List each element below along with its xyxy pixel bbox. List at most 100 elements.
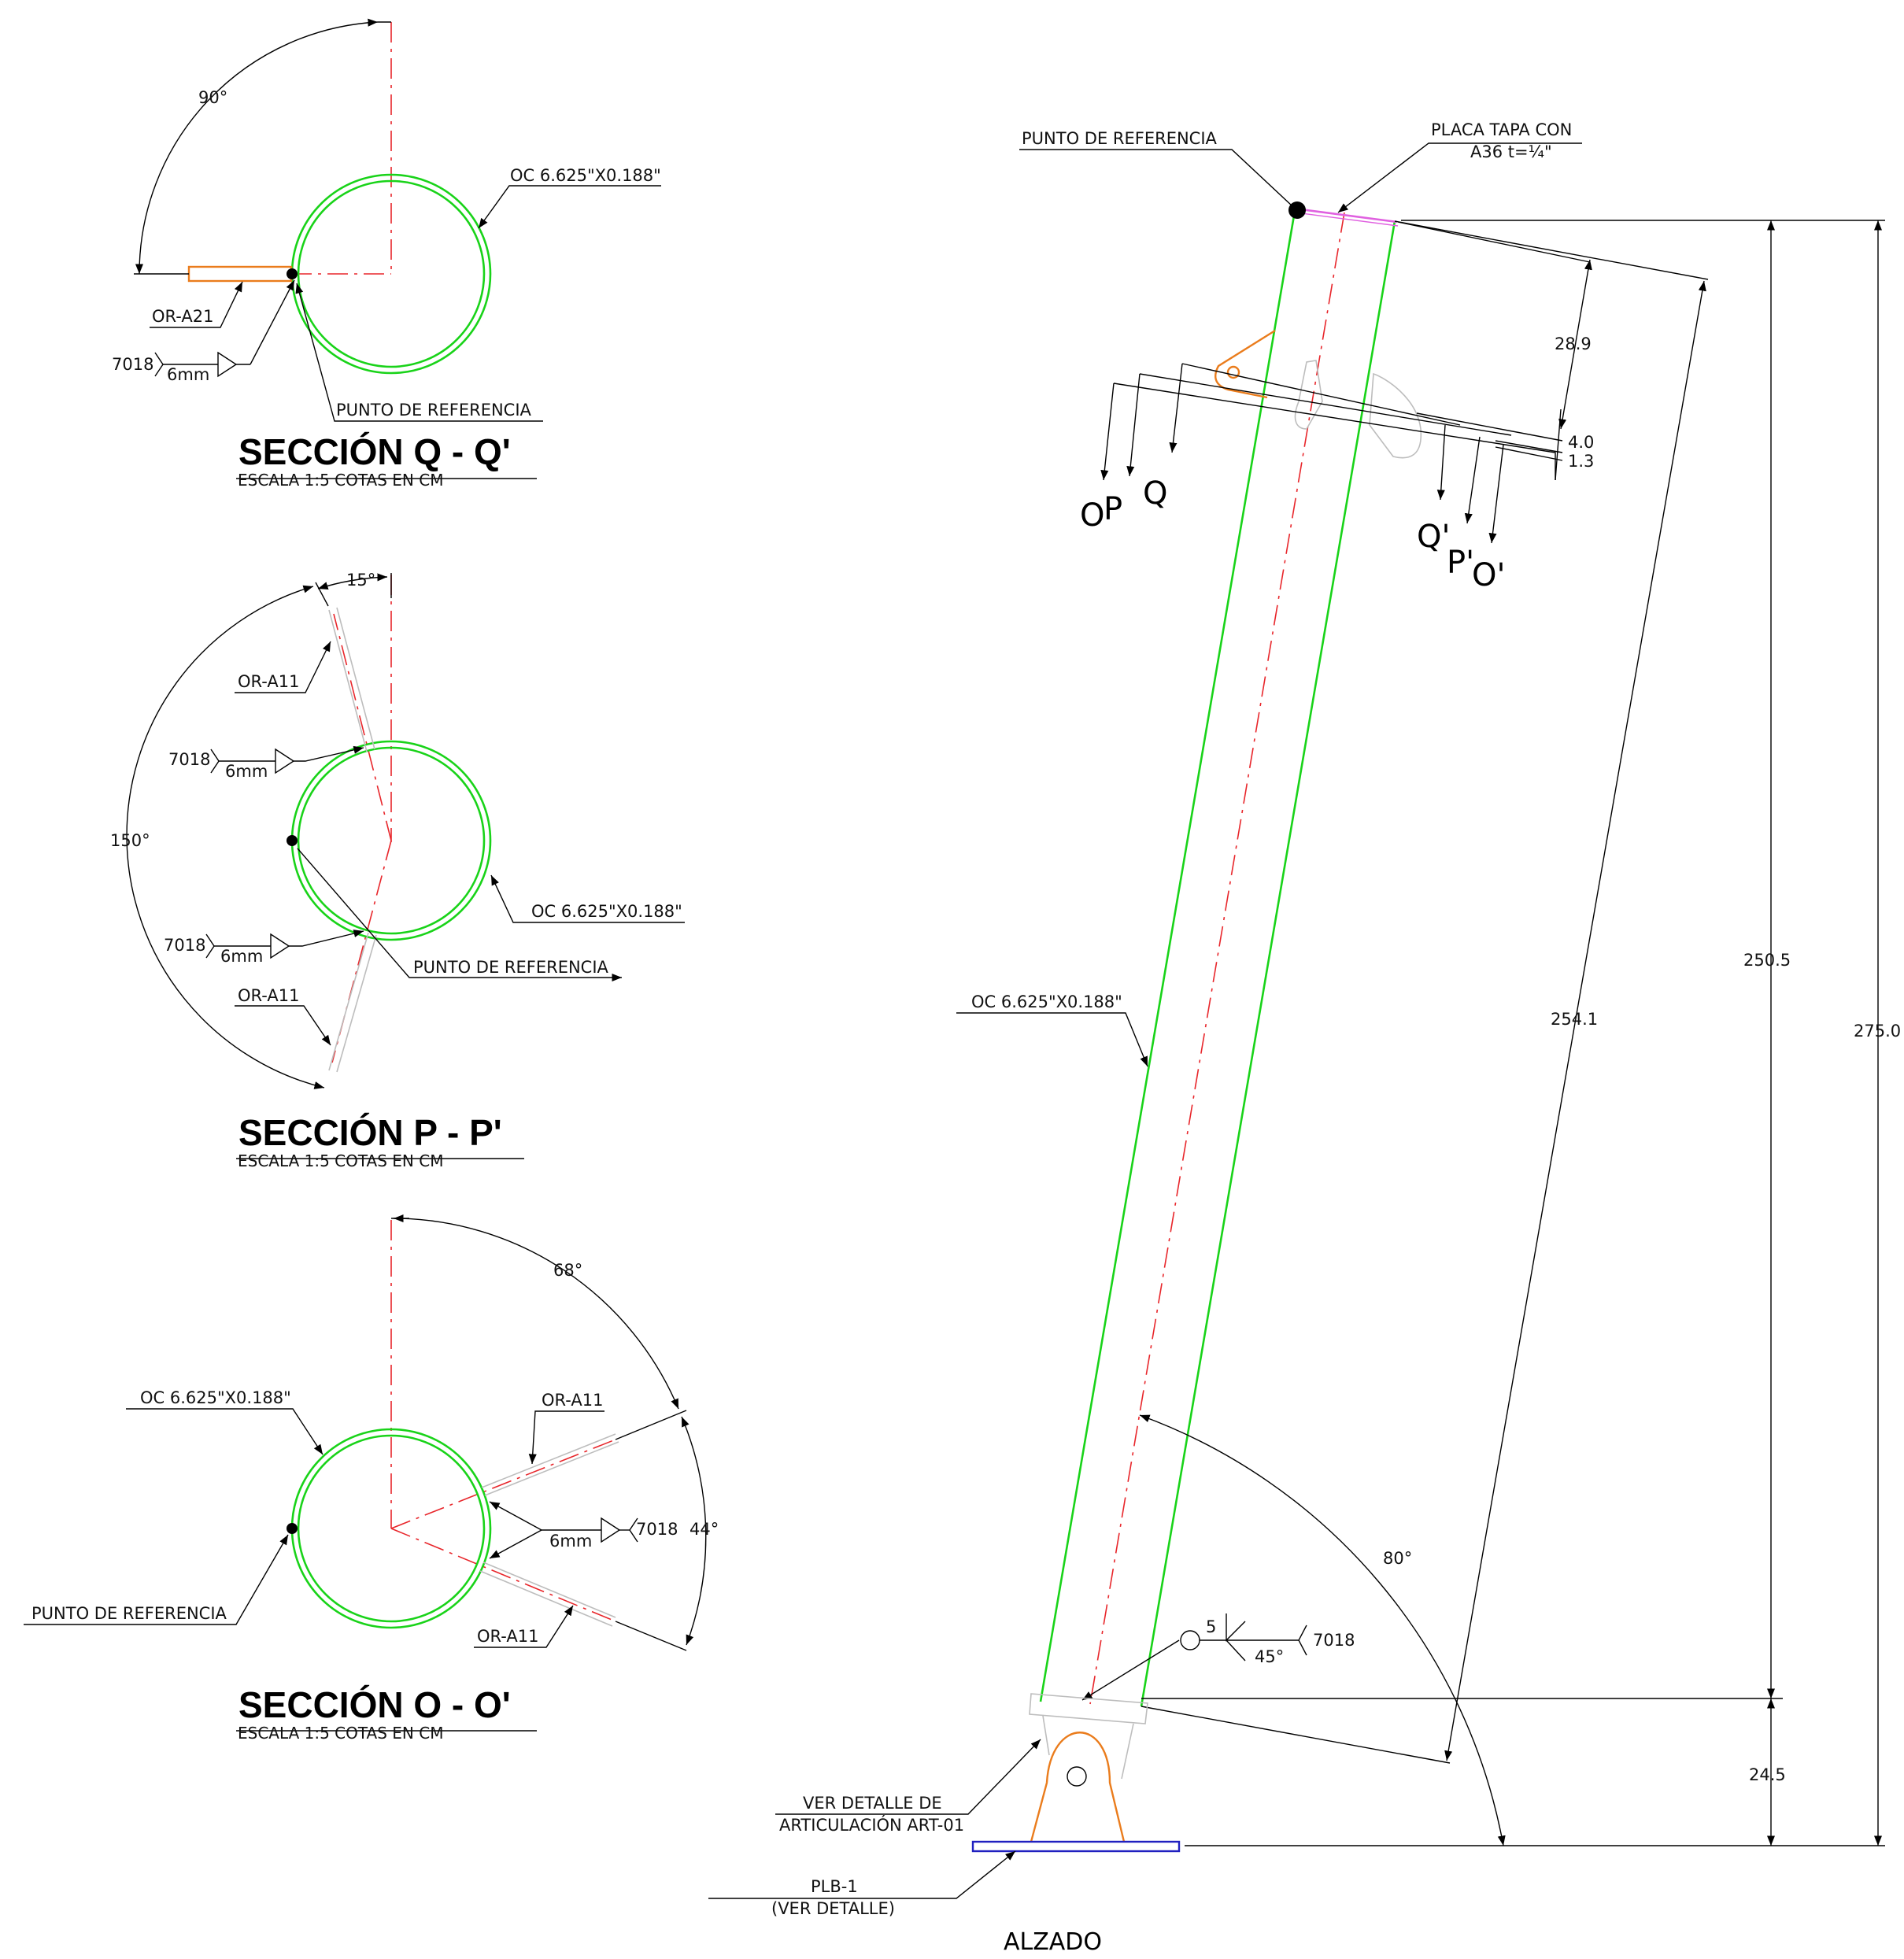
section-q-plate-leader: [150, 281, 243, 328]
elevation-hidden-left-leg: [1042, 1715, 1050, 1756]
elevation-weld-bevel-lower-icon: [1226, 1639, 1246, 1661]
elevation-weld-size: 5: [1206, 1617, 1216, 1636]
section-q-reference-dot: [287, 268, 298, 279]
elevation-view-title: ALZADO: [1004, 1928, 1102, 1956]
section-p-ref-leader: [297, 848, 622, 982]
section-o-angle-mid-arc: [681, 1416, 707, 1646]
elevation-detail-label-2: ARTICULACIÓN ART-01: [779, 1815, 964, 1835]
section-o-ext-lower: [615, 1621, 687, 1651]
elevation-dim-ext-cap: [1397, 221, 1591, 263]
elevation-weld-bevel-icon: [1226, 1613, 1246, 1642]
section-p-weld-bottom-fork-icon: [205, 933, 215, 959]
elevation-top-gusset: [1214, 329, 1276, 399]
elevation-dim-1-3: 1.3: [1568, 452, 1594, 471]
elevation-cut-p-arrow: [1126, 373, 1141, 477]
elevation-cut-label-p-prime: P': [1447, 545, 1474, 581]
section-q-weld-code: 7018: [112, 355, 153, 374]
section-p-plate-top-leader: [235, 641, 331, 693]
elevation-cap-plate: [1294, 207, 1398, 224]
section-q-weld-leader: [250, 279, 295, 365]
section-q-weld-size: 6mm: [167, 365, 209, 384]
section-p: 15° 150° OR-A11 7018 6mm OC 6.625"X0.188…: [110, 571, 685, 1170]
section-p-pipe-inner: [297, 746, 486, 935]
elevation-cut-o-prime-arrow: [1488, 444, 1504, 544]
section-p-weld-bottom-size: 6mm: [220, 947, 263, 966]
section-o-lower-plate-b: [479, 1570, 613, 1627]
section-p-weld-bottom-flag-icon: [270, 933, 290, 959]
section-o-lower-plate-a: [482, 1562, 616, 1618]
elevation-dim-ext-q: [1416, 412, 1563, 442]
section-o-title: SECCIÓN O - O': [238, 1684, 511, 1725]
section-o: 68° 44° OC 6.625"X0.188" OR-A11 7018 6mm…: [24, 1214, 719, 1743]
elevation-cap-leader: [1337, 142, 1582, 213]
elevation-cap-label-1: PLACA TAPA CON: [1431, 120, 1572, 139]
section-p-pipe-label: OC 6.625"X0.188": [531, 902, 682, 921]
section-q-pipe-leader: [478, 185, 661, 229]
section-o-scale: ESCALA 1:5 COTAS EN CM: [238, 1724, 443, 1743]
section-p-plate-bottom-label: OR-A11: [238, 986, 299, 1005]
section-p-angle-total-arc: [126, 585, 325, 1089]
section-o-angle-top-arc: [393, 1214, 679, 1410]
elevation-articulation-lug: [1030, 1732, 1126, 1843]
section-o-upper-plate-a: [481, 1433, 616, 1488]
elevation-articulation-pin-icon: [1067, 1766, 1087, 1787]
section-p-weld-top-flag-icon: [275, 748, 295, 774]
elevation-dim-4-0: 4.0: [1568, 433, 1594, 452]
elevation-hidden-plate-1: [1294, 360, 1323, 430]
elevation-dim-254-ext-bottom: [1141, 1706, 1451, 1764]
section-q-pipe-label: OC 6.625"X0.188": [510, 166, 661, 185]
elevation-base-plate: [971, 1840, 1181, 1853]
section-o-ext-upper: [615, 1410, 687, 1440]
section-o-pipe-leader: [126, 1408, 323, 1455]
section-p-weld-top-leader: [294, 745, 364, 762]
elevation-dim-ext-p: [1495, 440, 1563, 453]
section-q-angle-label: 90°: [198, 88, 227, 107]
section-p-lower-plate-a: [328, 932, 369, 1071]
elevation-hidden-plate-2: [1369, 372, 1422, 459]
elevation-base-leader: [708, 1850, 1016, 1899]
section-q-ref-leader: [295, 283, 543, 422]
elevation-bottom-plate-hidden: [1029, 1693, 1148, 1724]
section-o-reference-dot: [287, 1523, 298, 1534]
section-o-lower-axis: [390, 1528, 616, 1622]
section-q: 90° OC 6.625"X0.188" OR-A21 7018 6mm PUN…: [112, 18, 661, 490]
section-p-weld-bottom-leader: [289, 930, 364, 947]
section-o-ref-leader: [24, 1534, 289, 1625]
elevation: O P Q Q' P' O' PUNTO DE REFERENCIA PLACA…: [708, 120, 1901, 1956]
section-o-upper-axis: [390, 1439, 616, 1529]
section-q-weld-fork-icon: [154, 352, 164, 377]
elevation-cut-q-prime-arrow: [1436, 424, 1446, 501]
section-p-title: SECCIÓN P - P': [238, 1112, 502, 1153]
elevation-weld-angle: 45°: [1255, 1647, 1284, 1666]
section-p-angle-top-label: 15°: [346, 571, 375, 590]
section-o-ref-label: PUNTO DE REFERENCIA: [31, 1604, 227, 1623]
section-o-plate-top-label: OR-A11: [542, 1391, 603, 1410]
section-o-angle-top-label: 68°: [553, 1261, 582, 1280]
section-o-plate-bottom-leader: [474, 1605, 574, 1648]
section-o-weld-code: 7018: [636, 1520, 678, 1539]
section-p-weld-top-code: 7018: [168, 750, 210, 769]
section-p-angle-total-label: 150°: [110, 831, 150, 850]
elevation-ref-leader: [1019, 149, 1293, 207]
section-q-weld-flag-icon: [217, 351, 238, 378]
elevation-dim-ext-o: [1495, 446, 1563, 461]
section-o-angle-mid-label: 44°: [690, 1520, 719, 1539]
elevation-dim-254-1: 254.1: [1551, 1010, 1598, 1029]
elevation-dim-250-5: 250.5: [1743, 951, 1791, 970]
elevation-cut-p-prime-arrow: [1464, 436, 1481, 524]
elevation-cut-label-q-prime: Q': [1417, 519, 1450, 555]
elevation-base-label-2: (VER DETALLE): [771, 1899, 895, 1918]
section-o-pipe-label: OC 6.625"X0.188": [140, 1388, 291, 1407]
elevation-cut-p-line: [1139, 373, 1512, 436]
section-o-weld-leader-top: [489, 1501, 542, 1531]
section-p-upper-plate-b: [336, 607, 375, 750]
elevation-dim-small-line: [1555, 408, 1562, 481]
elevation-top-gusset-hole: [1226, 365, 1240, 379]
elevation-dim-24-5: 24.5: [1749, 1765, 1786, 1784]
section-o-weld-leader-bottom: [489, 1529, 542, 1559]
section-p-reference-dot: [287, 835, 298, 846]
elevation-cap-label-2: A36 t=¼": [1470, 142, 1552, 161]
elevation-cut-q-line: [1181, 363, 1461, 426]
elevation-pipe-left-edge: [1039, 210, 1296, 1702]
